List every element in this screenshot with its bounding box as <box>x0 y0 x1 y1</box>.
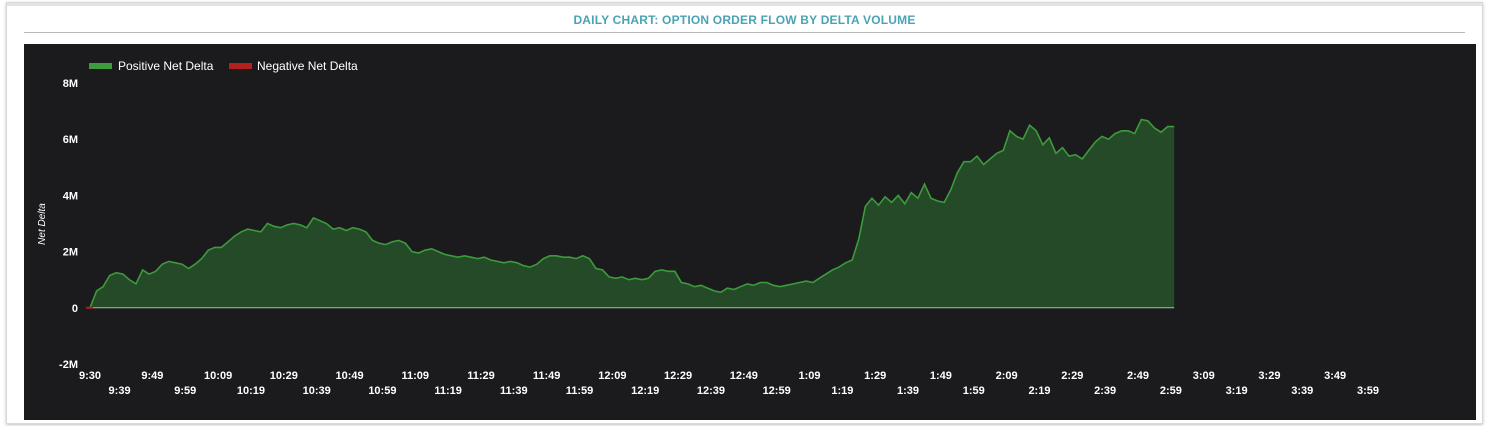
x-tick-label: 12:39 <box>697 385 725 397</box>
x-tick-label: 10:59 <box>368 385 396 397</box>
y-axis-title: Net Delta <box>37 203 48 245</box>
legend-item-negative[interactable]: Negative Net Delta <box>229 59 358 73</box>
x-tick-label: 10:49 <box>335 370 363 382</box>
title-divider <box>24 32 1465 33</box>
legend-label-positive: Positive Net Delta <box>118 59 214 73</box>
x-tick-label: 2:59 <box>1160 385 1182 397</box>
x-tick-label: 11:09 <box>401 370 429 382</box>
x-tick-label: 12:09 <box>598 370 626 382</box>
y-axis: 8M 6M 4M 2M 0 -2M <box>59 78 78 371</box>
x-tick-label: 2:49 <box>1127 370 1149 382</box>
x-tick-label: 2:09 <box>996 370 1018 382</box>
x-tick-label: 12:59 <box>763 385 791 397</box>
positive-net-delta-line <box>89 118 1175 309</box>
chart-plot-area[interactable]: Positive Net Delta Negative Net Delta Ne… <box>24 44 1476 420</box>
chart-panel: DAILY CHART: OPTION ORDER FLOW BY DELTA … <box>6 2 1483 424</box>
series-layer <box>86 118 1175 309</box>
x-tick-label: 1:19 <box>831 385 853 397</box>
x-tick-label: 2:29 <box>1061 370 1083 382</box>
x-tick-label: 11:29 <box>467 370 495 382</box>
y-tick-label: 2M <box>63 247 78 259</box>
legend-label-negative: Negative Net Delta <box>257 59 358 73</box>
x-tick-label: 10:09 <box>204 370 232 382</box>
x-tick-label: 10:19 <box>237 385 265 397</box>
legend-swatch-positive <box>89 63 112 69</box>
x-tick-label: 3:29 <box>1258 370 1280 382</box>
x-tick-label: 1:39 <box>897 385 919 397</box>
x-tick-label: 11:49 <box>533 370 561 382</box>
x-tick-label: 3:19 <box>1226 385 1248 397</box>
x-tick-label: 12:29 <box>664 370 692 382</box>
y-tick-label: 6M <box>63 134 78 146</box>
x-tick-label: 2:39 <box>1094 385 1116 397</box>
legend-item-positive[interactable]: Positive Net Delta <box>89 59 214 73</box>
x-tick-label: 11:59 <box>566 385 594 397</box>
x-tick-label: 3:39 <box>1291 385 1313 397</box>
x-tick-label: 9:49 <box>141 370 163 382</box>
x-axis: 9:30 9:49 10:09 10:29 10:49 11:09 11:29 11:49 12… <box>79 370 1379 397</box>
x-tick-label: 1:29 <box>864 370 886 382</box>
x-tick-label: 9:59 <box>174 385 196 397</box>
x-tick-label: 9:39 <box>109 385 131 397</box>
panel-top-border <box>7 3 1482 6</box>
x-tick-label: 11:39 <box>500 385 528 397</box>
x-tick-label: 3:09 <box>1193 370 1215 382</box>
positive-net-delta-area <box>90 119 1175 308</box>
x-tick-label: 1:59 <box>963 385 985 397</box>
y-tick-label: 4M <box>63 190 78 202</box>
x-tick-label: 3:59 <box>1357 385 1379 397</box>
y-tick-label: 0 <box>72 303 78 315</box>
x-tick-label: 12:49 <box>730 370 758 382</box>
x-tick-label: 9:30 <box>79 370 101 382</box>
x-tick-label: 3:49 <box>1324 370 1346 382</box>
delta-volume-chart[interactable]: Positive Net Delta Negative Net Delta Ne… <box>24 44 1476 420</box>
y-tick-label: -2M <box>59 359 78 371</box>
chart-title: DAILY CHART: OPTION ORDER FLOW BY DELTA … <box>573 13 916 27</box>
x-tick-label: 10:39 <box>303 385 331 397</box>
x-tick-label: 1:49 <box>930 370 952 382</box>
x-tick-label: 2:19 <box>1028 385 1050 397</box>
y-tick-label: 8M <box>63 78 78 90</box>
x-tick-label: 12:19 <box>631 385 659 397</box>
chart-legend[interactable]: Positive Net Delta Negative Net Delta <box>89 59 358 73</box>
x-tick-label: 1:09 <box>798 370 820 382</box>
x-tick-label: 10:29 <box>270 370 298 382</box>
legend-swatch-negative <box>229 63 252 69</box>
x-tick-label: 11:19 <box>434 385 462 397</box>
